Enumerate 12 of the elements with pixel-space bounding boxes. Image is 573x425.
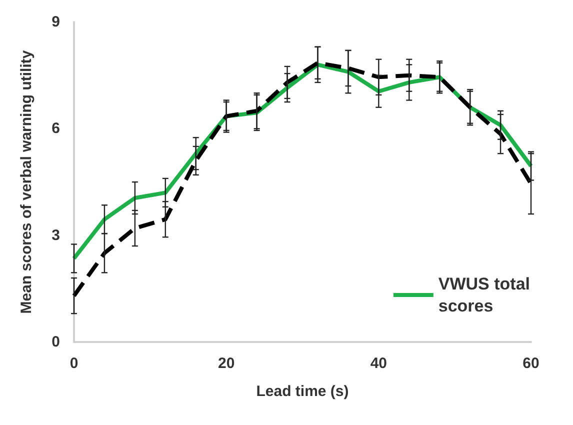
x-tick-label: 40 [370,355,388,372]
x-axis-title: Lead time (s) [256,383,349,400]
y-axis-title: Mean scores of verbal warning utility [18,50,35,314]
x-tick-label: 20 [218,355,235,372]
legend-label: VWUS total scores [438,274,530,316]
x-tick-label: 60 [522,355,540,372]
line-series [72,60,533,298]
y-tick-label: 3 [52,226,60,244]
y-tick-label: 6 [52,120,60,138]
y-tick-label: 0 [52,334,60,350]
x-tick-label: 0 [70,355,78,372]
y-tick-label: 9 [52,14,60,30]
